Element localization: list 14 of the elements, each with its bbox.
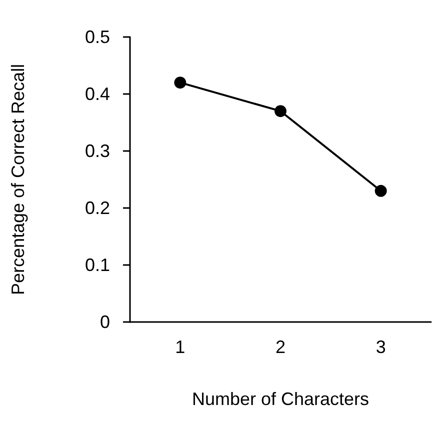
y-tick-label: 0.4 xyxy=(84,84,110,104)
x-tick-label: 2 xyxy=(275,337,286,357)
y-tick-label: 0.1 xyxy=(84,255,110,275)
y-tick-label: 0.5 xyxy=(84,27,110,47)
y-tick-label: 0.2 xyxy=(84,198,110,218)
y-axis-title: Percentage of Correct Recall xyxy=(8,64,28,296)
y-tick-label: 0.3 xyxy=(84,141,110,161)
point xyxy=(274,105,286,118)
point xyxy=(174,76,186,89)
x-tick-label: 3 xyxy=(376,337,386,357)
y-tick-label: 0 xyxy=(100,312,110,332)
point xyxy=(374,184,387,197)
x-tick-label: 1 xyxy=(175,337,186,357)
x-axis-title: Number of Characters xyxy=(192,389,370,409)
